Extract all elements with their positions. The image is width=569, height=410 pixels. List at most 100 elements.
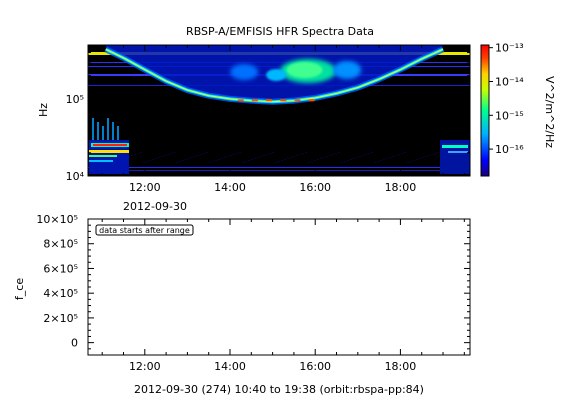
y-tick-label: 0 xyxy=(71,337,78,350)
noise-speck xyxy=(317,159,319,160)
noise-speck xyxy=(230,155,232,156)
noise-speck xyxy=(254,158,256,159)
noise-speck xyxy=(188,158,190,159)
plasma-line-core xyxy=(105,48,444,103)
x-tick-label: 12:00 xyxy=(129,360,161,373)
y-tick-label: 6×10⁵ xyxy=(43,262,78,275)
x-tick-label: 16:00 xyxy=(299,360,331,373)
noise-speck xyxy=(194,156,196,157)
noise-speck xyxy=(359,156,361,157)
noise-speck xyxy=(401,153,403,154)
noise-speck xyxy=(152,159,154,160)
low-freq-band xyxy=(89,155,117,157)
plasma-line-hotspot xyxy=(251,99,258,102)
noise-speck xyxy=(314,160,316,161)
low-freq-band-end xyxy=(448,151,468,153)
plasma-line-hotspot xyxy=(294,99,301,102)
noise-speck xyxy=(263,155,265,156)
interference-line xyxy=(88,170,470,171)
noise-speck xyxy=(338,152,340,153)
noise-speck xyxy=(209,162,211,163)
top-y-axis: 10⁴ 10⁵ xyxy=(66,44,470,183)
noise-speck xyxy=(425,156,427,157)
noise-speck xyxy=(332,154,334,155)
bottom-x-axis: 12:00 14:00 16:00 18:00 xyxy=(101,219,465,373)
noise-speck xyxy=(251,159,253,160)
y-tick-label: 8×10⁵ xyxy=(43,238,78,251)
annotation-box xyxy=(95,224,194,236)
noise-speck xyxy=(155,158,157,159)
noise-speck xyxy=(158,157,160,158)
colorbar-tick-label: 10⁻¹⁵ xyxy=(495,109,524,122)
noise-speck xyxy=(203,153,205,154)
noise-speck xyxy=(233,154,235,155)
y-tick-label: 4×10⁵ xyxy=(43,287,78,300)
noise-speck xyxy=(323,157,325,158)
noise-speck xyxy=(215,160,217,161)
low-freq-streak xyxy=(117,126,119,140)
noise-speck xyxy=(227,156,229,157)
noise-speck xyxy=(146,161,148,162)
noise-speck xyxy=(377,161,379,162)
plasma-line-hotspot xyxy=(280,99,287,102)
noise-speck xyxy=(350,159,352,160)
noise-speck xyxy=(248,160,250,161)
noise-speck xyxy=(161,156,163,157)
noise-speck xyxy=(380,160,382,161)
noise-speck xyxy=(257,157,259,158)
noise-speck xyxy=(218,159,220,160)
noise-speck xyxy=(206,152,208,153)
colorbar-label: V^2/m^2/Hz xyxy=(543,76,556,148)
noise-speck xyxy=(344,161,346,162)
x-tick-label: 14:00 xyxy=(214,181,246,194)
noise-speck xyxy=(182,160,184,161)
noise-speck xyxy=(290,157,292,158)
emission-blob xyxy=(230,64,259,80)
noise-speck xyxy=(437,152,439,153)
noise-speck xyxy=(287,158,289,159)
noise-speck xyxy=(416,159,418,160)
noise-speck xyxy=(419,158,421,159)
low-freq-band-hot xyxy=(93,144,127,146)
noise-speck xyxy=(275,162,277,163)
noise-speck xyxy=(200,154,202,155)
emission-blob xyxy=(266,69,287,81)
noise-speck xyxy=(431,154,433,155)
noise-speck xyxy=(164,155,166,156)
noise-speck xyxy=(245,161,247,162)
noise-speck xyxy=(299,154,301,155)
top-x-axis: 12:00 14:00 16:00 18:00 xyxy=(101,45,465,194)
noise-speck xyxy=(266,154,268,155)
noise-speck xyxy=(356,157,358,158)
noise-speck xyxy=(413,160,415,161)
low-freq-streak xyxy=(112,122,114,140)
noise-speck xyxy=(191,157,193,158)
noise-speck xyxy=(383,159,385,160)
footer-label: 2012-09-30 (274) 10:40 to 19:38 (orbit:r… xyxy=(134,383,424,396)
noise-speck xyxy=(197,155,199,156)
plasma-line-hotspot xyxy=(237,99,244,102)
colorbar-tick-label: 10⁻¹⁶ xyxy=(495,143,524,156)
noise-speck xyxy=(134,154,136,155)
noise-speck xyxy=(353,158,355,159)
noise-speck xyxy=(335,153,337,154)
noise-speck xyxy=(179,161,181,162)
colorbar-tick-label: 10⁻¹⁴ xyxy=(495,75,524,88)
colorbar xyxy=(480,44,490,177)
noise-speck xyxy=(341,162,343,163)
interference-line xyxy=(88,167,470,168)
y-tick-label: 10⁴ xyxy=(66,170,85,183)
noise-speck xyxy=(137,153,139,154)
low-freq-band-end xyxy=(442,145,468,148)
noise-speck xyxy=(389,157,391,158)
noise-speck xyxy=(242,162,244,163)
noise-speck xyxy=(296,155,298,156)
colorbar-ticks: 10⁻¹³ 10⁻¹⁴ 10⁻¹⁵ 10⁻¹⁶ xyxy=(489,42,524,156)
noise-speck xyxy=(167,154,169,155)
noise-speck xyxy=(239,152,241,153)
noise-speck xyxy=(434,153,436,154)
noise-speck xyxy=(326,156,328,157)
noise-speck xyxy=(371,152,373,153)
